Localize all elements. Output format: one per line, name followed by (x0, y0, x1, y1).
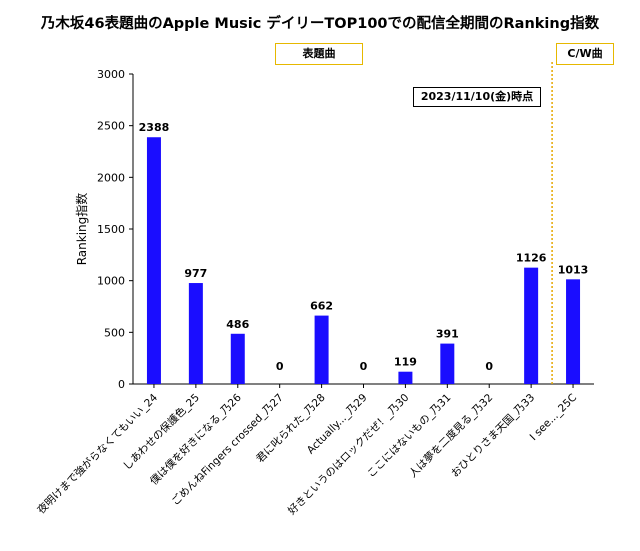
data-label: 0 (485, 360, 493, 373)
data-label: 1126 (516, 252, 547, 265)
data-label: 0 (276, 360, 284, 373)
bar (188, 283, 203, 384)
data-label: 977 (184, 267, 207, 280)
x-tick-label: 人は夢を二度見る_乃32 (406, 391, 495, 480)
y-tick-label: 1500 (97, 223, 125, 236)
bar (398, 371, 413, 384)
y-tick-label: 3000 (97, 68, 125, 81)
data-label: 0 (360, 360, 368, 373)
bar (440, 343, 455, 384)
bar (146, 137, 161, 384)
x-tick-label: しあわせの保護色_25 (120, 391, 202, 473)
y-tick-label: 2000 (97, 171, 125, 184)
data-label: 2388 (139, 121, 170, 134)
bar (524, 267, 539, 384)
x-tick-label: おひとりさま天国_乃33 (449, 392, 537, 480)
data-label: 119 (394, 356, 417, 369)
data-label: 486 (226, 318, 249, 331)
x-tick-label: ここにはないもの_乃31 (365, 392, 453, 480)
bar (566, 279, 581, 384)
y-tick-label: 2500 (97, 120, 125, 133)
bar (314, 315, 329, 384)
section-label-cw-songs: C/W曲 (556, 43, 614, 65)
y-axis-title: Ranking指数 (74, 193, 89, 266)
chart-title: 乃木坂46表題曲のApple Music デイリーTOP100での配信全期間のR… (40, 16, 600, 32)
y-tick-label: 1000 (97, 275, 125, 288)
data-label: 391 (436, 328, 459, 341)
y-tick-label: 0 (118, 378, 125, 391)
data-label: 662 (310, 300, 333, 313)
section-label-title-songs: 表題曲 (275, 43, 363, 65)
y-tick-label: 500 (104, 326, 125, 339)
bar (230, 333, 245, 384)
data-label: 1013 (558, 263, 589, 276)
date-annotation: 2023/11/10(金)時点 (413, 87, 541, 107)
